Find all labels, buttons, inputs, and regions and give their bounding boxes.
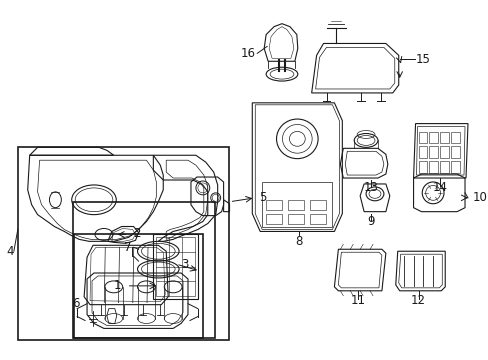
Text: 13: 13	[363, 181, 378, 194]
Bar	[265, 213, 282, 224]
Bar	[287, 213, 303, 224]
Text: 7: 7	[124, 241, 131, 254]
Bar	[450, 147, 459, 158]
Text: 12: 12	[410, 294, 425, 307]
Bar	[418, 131, 427, 143]
Bar	[73, 202, 214, 338]
Text: 3: 3	[181, 258, 188, 271]
Bar	[439, 161, 448, 173]
Text: 2: 2	[133, 227, 141, 240]
Bar	[287, 200, 303, 210]
Bar	[428, 147, 437, 158]
Text: 8: 8	[295, 235, 302, 248]
Text: 16: 16	[240, 47, 255, 60]
Bar	[153, 234, 198, 299]
Bar	[450, 131, 459, 143]
Text: 10: 10	[472, 191, 487, 204]
Bar	[450, 161, 459, 173]
Bar	[265, 200, 282, 210]
Bar	[262, 183, 332, 228]
Bar	[418, 161, 427, 173]
Bar	[156, 237, 195, 296]
Bar	[428, 161, 437, 173]
Bar	[74, 234, 203, 338]
Text: 15: 15	[415, 53, 429, 66]
Bar	[18, 147, 228, 340]
Bar	[439, 131, 448, 143]
Bar	[309, 200, 325, 210]
Text: 5: 5	[259, 191, 266, 204]
Text: 11: 11	[350, 294, 365, 307]
Bar	[418, 147, 427, 158]
Bar	[428, 131, 437, 143]
Text: 9: 9	[366, 215, 374, 228]
Text: 4: 4	[6, 245, 14, 258]
Bar	[309, 213, 325, 224]
Text: 6: 6	[72, 297, 79, 310]
Bar	[439, 147, 448, 158]
Text: 1: 1	[113, 279, 121, 292]
Text: 14: 14	[432, 181, 447, 194]
